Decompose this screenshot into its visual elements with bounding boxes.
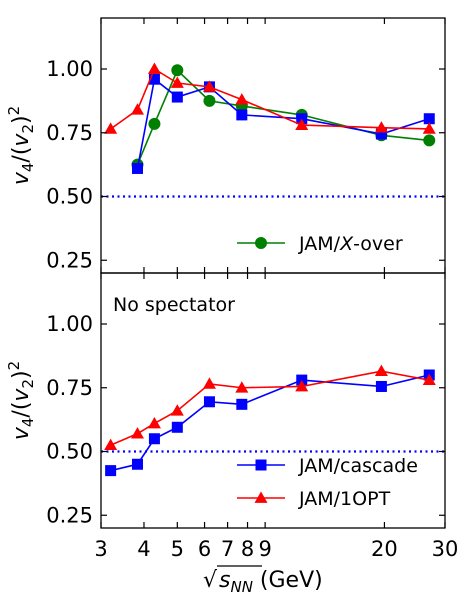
panel-annotation: No spectator [113, 294, 235, 316]
x-tick-label: 5 [171, 537, 184, 561]
x-axis-label-text: sNN (GeV) [219, 568, 323, 596]
legend-marker [255, 459, 267, 471]
data-point [130, 427, 144, 439]
data-point [148, 73, 160, 85]
legend-label: JAM/cascade [298, 455, 418, 477]
data-point [104, 438, 118, 450]
y-tick-label: 0.25 [46, 503, 93, 527]
y-axis-label: v4/(v2)2 [5, 361, 37, 440]
x-tick-label: 4 [137, 537, 150, 561]
y-tick-label: 0.75 [46, 376, 93, 400]
x-tick-label: 6 [198, 537, 211, 561]
y-axis-label: v4/(v2)2 [5, 106, 37, 185]
data-point [171, 91, 183, 103]
data-point [202, 377, 216, 389]
data-point [105, 465, 117, 477]
data-point [131, 162, 143, 174]
series-jam-x-over [131, 64, 436, 171]
data-point [235, 93, 249, 105]
data-point [236, 109, 248, 121]
data-point [422, 122, 436, 134]
series-jam-cascade [131, 73, 435, 174]
y-tick-label: 0.50 [46, 185, 93, 209]
series-jam-1opt [104, 364, 436, 450]
data-point [171, 64, 184, 77]
y-tick-label: 1.00 [46, 57, 93, 81]
data-point [171, 421, 183, 433]
data-point [170, 76, 184, 88]
x-tick-label: 7 [221, 537, 234, 561]
x-tick-label: 20 [371, 537, 398, 561]
panel-bottom: 0.25 0.50 0.75 1.00 v4/(v2)2 No spectator JAM/… [5, 272, 446, 529]
x-axis-label: √ sNN (GeV) [203, 565, 323, 596]
data-point [374, 121, 388, 133]
y-tick-label: 0.25 [46, 248, 93, 272]
x-tick-label: 9 [258, 537, 271, 561]
legend-marker [254, 491, 268, 503]
data-point [423, 134, 436, 147]
data-point [148, 433, 160, 445]
data-point [147, 62, 161, 74]
data-point [375, 128, 387, 140]
data-point [104, 122, 118, 134]
sqrt-symbol: √ [203, 568, 218, 593]
y-tick-label: 1.00 [46, 312, 93, 336]
data-point [236, 398, 248, 410]
data-point [131, 458, 143, 470]
x-tick-label: 3 [94, 537, 107, 561]
legend: JAM/cascade JAM/1OPT [237, 455, 418, 510]
data-point [375, 380, 387, 392]
data-point [203, 94, 216, 107]
data-point [170, 404, 184, 416]
legend: JAM/X-over [237, 233, 403, 255]
legend-label: JAM/1OPT [298, 488, 391, 510]
data-point [203, 396, 215, 408]
data-point [295, 379, 309, 392]
x-tick-label: 30 [432, 537, 459, 561]
x-tick-label: 8 [241, 537, 254, 561]
data-point [130, 103, 144, 115]
panel-top: 0.25 0.50 0.75 1.00 v4/(v2)2 JAM/X-over [5, 17, 446, 274]
data-point [295, 118, 309, 130]
plot-frame [100, 272, 446, 529]
data-point [235, 381, 249, 393]
data-point [374, 364, 388, 377]
legend-label: JAM/X-over [298, 233, 403, 255]
series-jam-1opt [104, 62, 436, 134]
data-point [148, 117, 161, 130]
data-point [147, 416, 161, 429]
legend-marker [255, 237, 267, 249]
y-tick-label: 0.50 [46, 440, 93, 464]
data-point [423, 113, 435, 125]
data-point [422, 373, 436, 385]
y-tick-label: 0.75 [46, 121, 93, 145]
data-point [202, 80, 216, 92]
